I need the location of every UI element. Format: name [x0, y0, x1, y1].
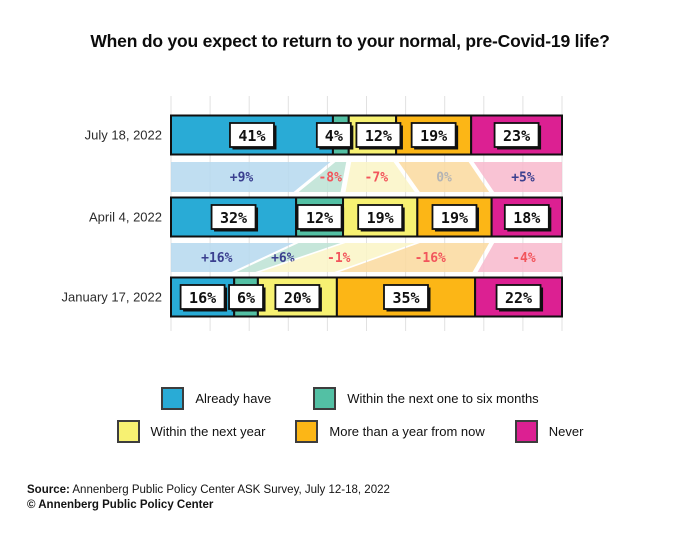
- change-band: [398, 162, 490, 192]
- change-band: [298, 162, 347, 192]
- change-band: [473, 162, 562, 192]
- bar-label-box: [383, 284, 429, 310]
- change-label: -7%: [365, 171, 389, 186]
- bar-label: 22%: [505, 289, 532, 307]
- bar-label: 6%: [237, 289, 255, 307]
- source-prefix: Source:: [27, 484, 70, 496]
- bar-label-box: [410, 122, 457, 148]
- bar-label-box: [315, 122, 352, 148]
- change-label: -16%: [415, 251, 446, 266]
- bar-label: 4%: [325, 127, 343, 145]
- change-label: 0%: [436, 171, 452, 186]
- bar-label: 16%: [189, 289, 216, 307]
- legend-item: Within the next one to six months: [313, 387, 539, 410]
- change-band: [345, 162, 415, 192]
- change-band: [236, 243, 341, 272]
- change-band: [477, 243, 562, 272]
- change-band: [171, 162, 331, 192]
- bar-label-box: [229, 122, 275, 148]
- legend-color-swatch: [161, 387, 185, 410]
- row-date-label: July 18, 2022: [85, 128, 162, 143]
- change-band: [260, 243, 415, 272]
- change-label: -1%: [327, 251, 351, 266]
- bar-label-box: [493, 122, 540, 148]
- bar-label-box: [274, 284, 321, 310]
- legend-label: Already have: [195, 391, 272, 406]
- legend-label: Within the next one to six months: [347, 391, 539, 406]
- chart-title: When do you expect to return to your nor…: [90, 31, 610, 51]
- legend-item: More than a year from now: [295, 420, 485, 443]
- legend-row-2: Within the next year More than a year fro…: [0, 420, 700, 443]
- bar-label: 19%: [367, 209, 394, 227]
- change-band: [339, 243, 490, 272]
- bar-label-box: [296, 204, 343, 230]
- bar-label: 19%: [441, 209, 468, 227]
- bar-label-box: [503, 204, 550, 230]
- bar-label: 41%: [238, 127, 265, 145]
- legend-item: Within the next year: [116, 420, 266, 443]
- bar-label-box: [355, 122, 402, 148]
- bar-label-box: [495, 284, 542, 310]
- copyright-line: © Annenberg Public Policy Center: [27, 499, 214, 511]
- change-band: [171, 243, 294, 272]
- source-text: Annenberg Public Policy Center ASK Surve…: [72, 484, 390, 496]
- legend-row-1: Already have Within the next one to six m…: [0, 387, 700, 410]
- change-label: +9%: [230, 171, 254, 186]
- change-label: +16%: [201, 251, 232, 266]
- bar-label: 23%: [503, 127, 530, 145]
- bar-label: 12%: [306, 209, 333, 227]
- bar-label: 20%: [284, 289, 311, 307]
- bar-label-box: [357, 204, 404, 230]
- change-label: -4%: [512, 251, 536, 266]
- change-label: +6%: [271, 251, 295, 266]
- legend-item: Never: [514, 420, 584, 443]
- change-label: -8%: [318, 171, 342, 186]
- legend-color-swatch: [514, 420, 538, 443]
- bar-label: 32%: [220, 209, 247, 227]
- legend-label: Within the next year: [150, 424, 266, 439]
- bar-label-box: [431, 204, 478, 230]
- row-date-label: January 17, 2022: [62, 290, 162, 305]
- legend-color-swatch: [313, 387, 337, 410]
- bar-label: 12%: [365, 127, 392, 145]
- bar-label: 18%: [513, 209, 540, 227]
- source-note: Source: Annenberg Public Policy Center A…: [27, 483, 390, 513]
- source-line: Source: Annenberg Public Policy Center A…: [27, 483, 390, 498]
- legend-color-swatch: [116, 420, 140, 443]
- change-label: +5%: [511, 171, 535, 186]
- legend-color-swatch: [295, 420, 319, 443]
- bar-label: 19%: [420, 127, 447, 145]
- legend-label: More than a year from now: [329, 424, 485, 439]
- legend-item: Already have: [161, 387, 271, 410]
- bar-label-box: [210, 204, 257, 230]
- bar-label: 35%: [392, 289, 419, 307]
- row-date-label: April 4, 2022: [89, 210, 162, 225]
- bar-label-box: [179, 284, 226, 310]
- bar-label-box: [228, 284, 264, 310]
- legend-label: Never: [548, 424, 584, 439]
